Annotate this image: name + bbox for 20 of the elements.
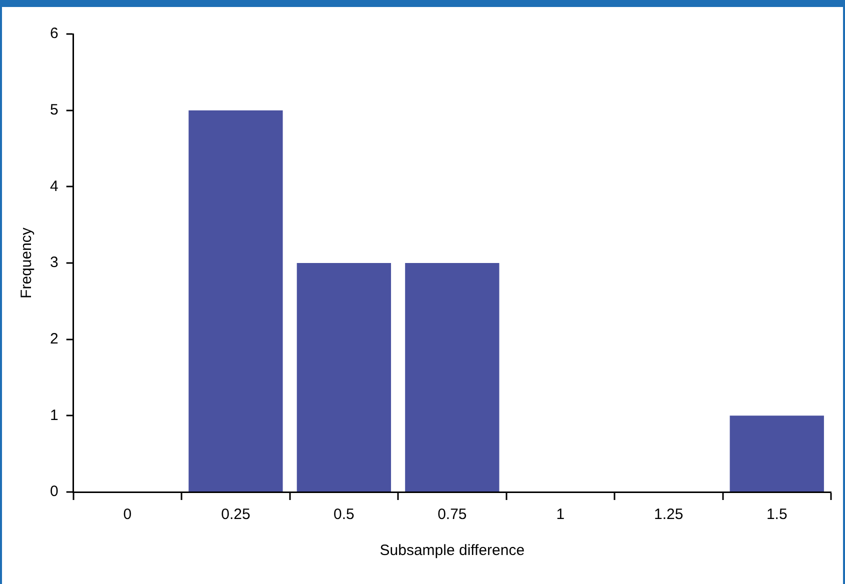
bar: [405, 263, 500, 492]
y-tick-label: 3: [50, 254, 58, 272]
y-tick-label: 2: [50, 330, 58, 348]
y-tick-label: 4: [50, 178, 58, 195]
bar: [730, 416, 824, 492]
x-tick-label: 1.25: [654, 506, 684, 524]
x-tick-label: 0.5: [334, 506, 354, 524]
y-tick-label: 6: [50, 25, 58, 42]
bar: [188, 110, 283, 492]
bar: [296, 263, 392, 492]
y-tick-label: 5: [50, 101, 58, 118]
x-axis-title: Subsample difference: [380, 542, 525, 560]
x-tick-label: 0.75: [438, 506, 467, 524]
y-tick-label: 1: [50, 406, 58, 424]
x-tick-label: 0: [123, 506, 132, 524]
x-tick-label: 1: [556, 506, 565, 524]
x-tick-label: 1.5: [766, 506, 788, 524]
x-tick-label: 0.25: [221, 506, 250, 524]
y-tick-label: 0: [50, 483, 58, 500]
y-axis-title: Frequency: [18, 227, 36, 298]
